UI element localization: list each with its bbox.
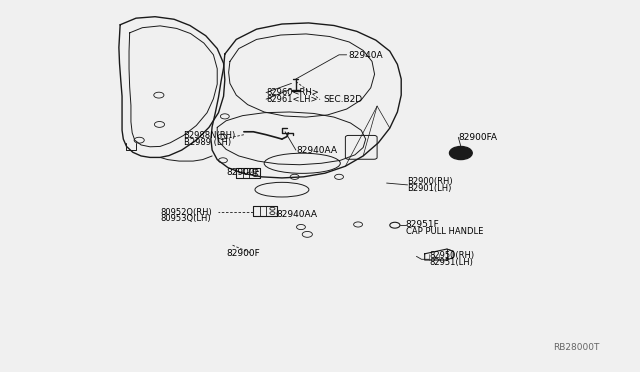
Text: SEC.B2D: SEC.B2D	[323, 95, 362, 105]
Text: CAP PULL HANDLE: CAP PULL HANDLE	[406, 227, 483, 235]
Text: 82940A: 82940A	[349, 51, 383, 60]
Text: 80953Q(LH): 80953Q(LH)	[160, 215, 211, 224]
Text: 82900FA: 82900FA	[458, 133, 497, 142]
Text: 82940AA: 82940AA	[296, 145, 337, 155]
Text: 82951(LH): 82951(LH)	[429, 258, 473, 267]
Text: B2901(LH): B2901(LH)	[408, 184, 452, 193]
Text: RB28000T: RB28000T	[554, 343, 600, 352]
Text: B2989 (LH): B2989 (LH)	[184, 138, 230, 147]
Text: 82961<LH>: 82961<LH>	[266, 94, 317, 104]
Text: 82951F: 82951F	[406, 220, 440, 229]
Text: B2900(RH): B2900(RH)	[408, 177, 453, 186]
Circle shape	[449, 147, 472, 160]
Text: 82950(RH): 82950(RH)	[429, 251, 474, 260]
Text: 82940AA: 82940AA	[277, 210, 318, 219]
Text: B2988N(RH): B2988N(RH)	[184, 131, 236, 140]
Text: 82960<RH>: 82960<RH>	[266, 88, 319, 97]
Text: 80952Q(RH): 80952Q(RH)	[160, 208, 212, 217]
Text: 82900F: 82900F	[226, 167, 260, 177]
Text: 82900F: 82900F	[226, 249, 260, 258]
